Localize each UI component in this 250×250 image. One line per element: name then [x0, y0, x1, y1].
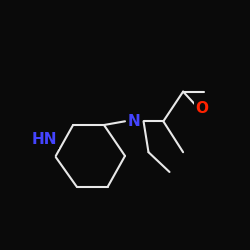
- Text: O: O: [195, 102, 208, 116]
- Text: N: N: [127, 114, 140, 129]
- Text: HN: HN: [32, 132, 58, 147]
